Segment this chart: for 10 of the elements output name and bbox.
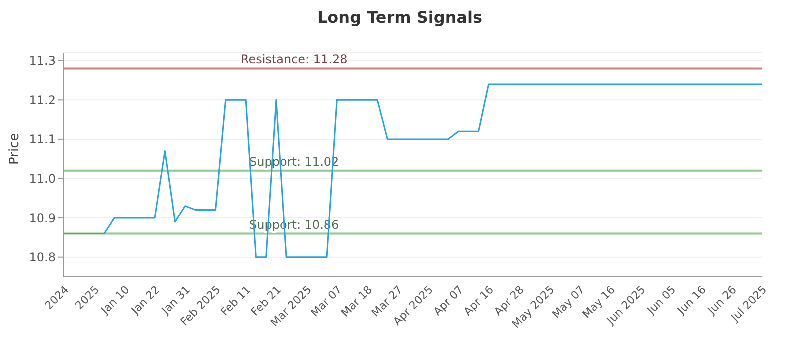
line-series [63,84,763,258]
y-axis-title: Price [8,133,23,165]
y-tick-label: 10.8 [29,250,56,265]
ref-line-label: Resistance: 11.28 [240,52,348,67]
y-tick-label: 11.0 [29,172,56,186]
chart-title: Long Term Signals [316,8,484,27]
y-tick-label: 11.2 [29,93,56,108]
y-tick-label: 11.3 [29,54,56,68]
y-tick-label: 11.1 [29,132,56,147]
y-tick-label: 10.9 [29,211,56,226]
